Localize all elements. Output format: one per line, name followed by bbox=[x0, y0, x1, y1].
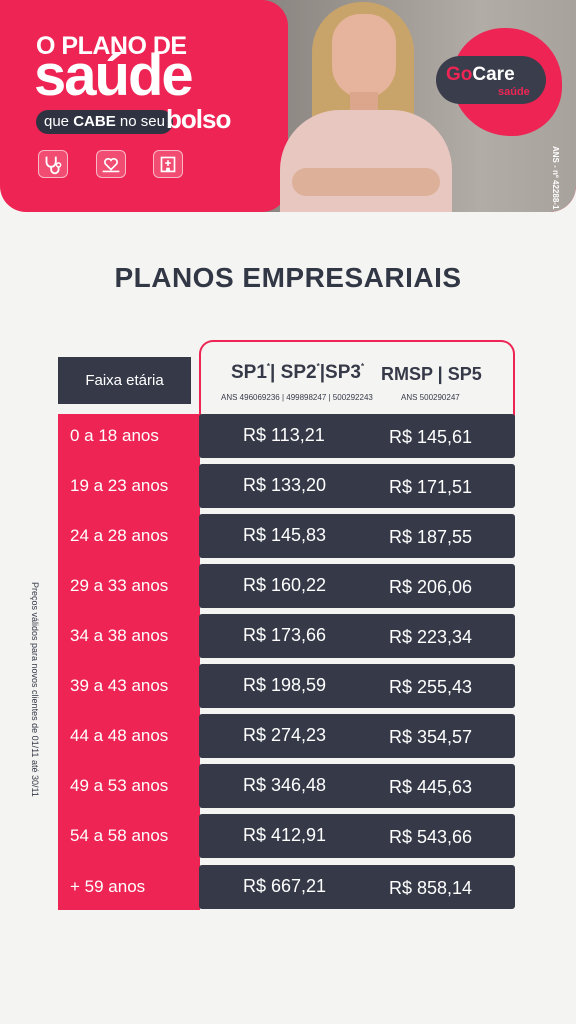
logo-wordmark: GoCare bbox=[446, 64, 515, 86]
plan-sp1: SP1 bbox=[231, 362, 267, 383]
gocare-logo bbox=[436, 56, 546, 104]
hero-banner: GoCare saúde ANS - nº 42288-1 O PLANO DE… bbox=[0, 0, 576, 212]
price-plan-b: R$ 145,61 bbox=[389, 427, 473, 447]
stethoscope-icon bbox=[38, 150, 68, 178]
age-column-header: Faixa etária bbox=[58, 357, 191, 404]
hero-tagline-end: bolso bbox=[166, 104, 231, 134]
price-plan-a: R$ 346,48 bbox=[243, 775, 327, 795]
price-plan-a: R$ 113,21 bbox=[243, 425, 325, 445]
price-plan-a: R$ 133,20 bbox=[243, 475, 327, 495]
age-range-label: 39 a 43 anos bbox=[70, 676, 169, 695]
tagline-bold: CABE bbox=[73, 113, 116, 130]
plan-sp2: SP2 bbox=[280, 362, 317, 383]
price-plan-b: R$ 543,66 bbox=[389, 827, 473, 847]
age-range-label: + 59 anos bbox=[70, 877, 146, 896]
plan-a-ans: ANS 496069236 | 499898247 | 500292243 bbox=[221, 393, 373, 402]
age-range-label: 49 a 53 anos bbox=[70, 776, 169, 795]
model-body bbox=[280, 110, 452, 212]
hospital-icon bbox=[153, 150, 183, 178]
price-row: R$ 173,66 R$ 223,34 bbox=[199, 614, 515, 658]
age-range-label: 34 a 38 anos bbox=[70, 626, 169, 645]
price-plan-b: R$ 354,57 bbox=[389, 727, 473, 747]
age-range-label: 44 a 48 anos bbox=[70, 726, 169, 745]
price-plan-b: R$ 255,43 bbox=[389, 677, 473, 697]
price-plan-a: R$ 173,66 bbox=[243, 625, 327, 645]
price-plan-b: R$ 445,63 bbox=[389, 777, 473, 797]
plan-a-name: SP1*| SP2*|SP3* bbox=[231, 362, 365, 383]
plan-b-name: RMSP | SP5 bbox=[381, 364, 482, 384]
plan-sp3: SP3 bbox=[325, 362, 361, 383]
age-range-label: 29 a 33 anos bbox=[70, 576, 169, 595]
logo-go: Go bbox=[446, 64, 473, 85]
model-face bbox=[332, 14, 396, 98]
age-range-label: 19 a 23 anos bbox=[70, 476, 169, 495]
price-plan-b: R$ 858,14 bbox=[389, 878, 473, 898]
tagline-post: no seu bbox=[115, 113, 165, 130]
price-plan-b: R$ 171,51 bbox=[389, 477, 473, 497]
ans-registration: ANS - nº 42288-1 bbox=[551, 146, 560, 210]
plan-b-ans: ANS 500290247 bbox=[401, 393, 460, 402]
hero-title-line1: O PLANO DE bbox=[36, 32, 187, 60]
price-plan-a: R$ 274,23 bbox=[243, 725, 327, 745]
price-plan-a: R$ 198,59 bbox=[243, 675, 327, 695]
hero-title-line2: saúde bbox=[34, 43, 194, 108]
age-range-label: 0 a 18 anos bbox=[70, 426, 159, 445]
price-row: R$ 412,91 R$ 543,66 bbox=[199, 814, 515, 858]
price-plan-a: R$ 412,91 bbox=[243, 825, 327, 845]
age-range-label: 24 a 28 anos bbox=[70, 526, 169, 545]
section-title: PLANOS EMPRESARIAIS bbox=[114, 262, 462, 293]
hero-tagline: que CABE no seu bbox=[36, 110, 173, 134]
logo-sub: saúde bbox=[498, 86, 530, 98]
model-arms bbox=[292, 168, 440, 196]
price-plan-a: R$ 145,83 bbox=[243, 525, 327, 545]
age-range-label: 54 a 58 anos bbox=[70, 826, 169, 845]
price-row: R$ 198,59 R$ 255,43 bbox=[199, 664, 515, 708]
price-row: R$ 274,23 R$ 354,57 bbox=[199, 714, 515, 758]
price-row: R$ 160,22 R$ 206,06 bbox=[199, 564, 515, 608]
price-plan-a: R$ 667,21 bbox=[243, 876, 327, 896]
price-plan-b: R$ 187,55 bbox=[389, 527, 473, 547]
price-row: R$ 113,21 R$ 145,61 bbox=[199, 414, 515, 458]
plans-header: SP1*| SP2*|SP3* RMSP | SP5 ANS 496069236… bbox=[199, 340, 515, 420]
logo-care: Care bbox=[472, 64, 515, 85]
age-column bbox=[58, 414, 200, 910]
price-row: R$ 145,83 R$ 187,55 bbox=[199, 514, 515, 558]
price-plan-b: R$ 206,06 bbox=[389, 577, 473, 597]
price-row: R$ 667,21 R$ 858,14 bbox=[199, 865, 515, 909]
price-row: R$ 133,20 R$ 171,51 bbox=[199, 464, 515, 508]
validity-note: Preços válidos para novos clientes de 01… bbox=[30, 582, 40, 797]
tagline-pre: que bbox=[44, 113, 74, 130]
price-plan-b: R$ 223,34 bbox=[389, 627, 473, 647]
heart-hands-icon bbox=[96, 150, 126, 178]
price-row: R$ 346,48 R$ 445,63 bbox=[199, 764, 515, 808]
price-plan-a: R$ 160,22 bbox=[243, 575, 327, 595]
